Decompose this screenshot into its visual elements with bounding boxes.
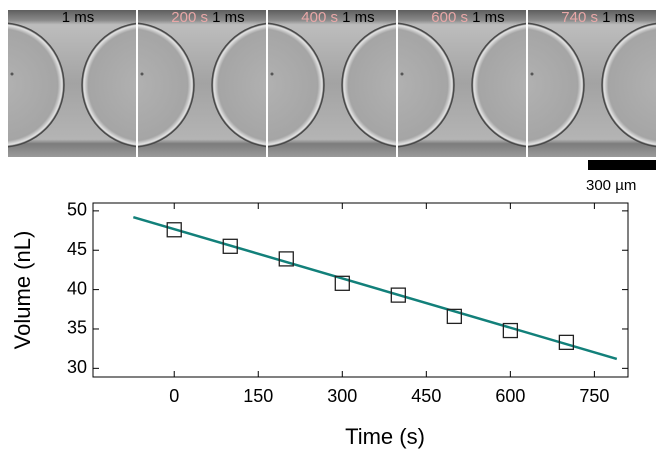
panel-time: 600 s [431,9,468,26]
y-tick-label: 50 [67,200,87,220]
panel-exposure: 1 ms [472,9,505,26]
panel-time: 740 s [561,9,598,26]
data-point [558,334,575,351]
image-panel: 740 s 1 ms [528,9,656,157]
svg-text:740 s 1 ms: 740 s 1 ms [561,9,634,26]
x-tick-label: 750 [579,386,609,406]
panel-exposure: 1 ms [62,9,95,26]
panel-time: 400 s [301,9,338,26]
chart: Time (s) Volume (nL) 0 150 300 450 600 750 30 3… [10,200,629,449]
y-axis-title: Volume (nL) [10,231,35,350]
panel-time: 200 s [171,9,208,26]
data-point [334,275,350,291]
panel-exposure: 1 ms [342,9,375,26]
x-tick-label: 450 [411,386,441,406]
data-point [390,287,406,303]
image-panel: 1 ms [8,9,136,157]
y-tick-label: 45 [67,239,87,259]
data-point [278,251,294,267]
scale-bar [588,160,656,170]
svg-text:200 s 1 ms: 200 s 1 ms [171,9,244,26]
y-tick-label: 35 [67,318,87,338]
y-tick-label: 30 [67,357,87,377]
x-tick-label: 600 [495,386,525,406]
svg-text:1 ms: 1 ms [62,9,95,26]
data-point [222,238,238,254]
svg-text:400 s 1 ms: 400 s 1 ms [301,9,374,26]
image-panel: 200 s 1 ms [138,9,266,157]
scale-bar-label: 300 µm [586,177,636,194]
svg-text:600 s 1 ms: 600 s 1 ms [431,9,504,26]
y-tick-label: 40 [67,278,87,298]
x-axis-title: Time (s) [345,424,425,449]
data-point [446,308,462,325]
panel-exposure: 1 ms [602,9,635,26]
data-point [166,222,182,238]
image-panel: 600 s 1 ms [398,9,526,157]
x-tick-label: 0 [169,386,179,406]
data-point [502,322,519,339]
x-tick-label: 300 [327,386,357,406]
fit-line [132,215,618,361]
x-tick-label: 150 [243,386,273,406]
image-strip: 1 ms 200 s 1 ms 400 s 1 ms 600 s 1 ms 740 s … [8,9,656,157]
image-panel: 400 s 1 ms [268,9,396,157]
panel-exposure: 1 ms [212,9,245,26]
